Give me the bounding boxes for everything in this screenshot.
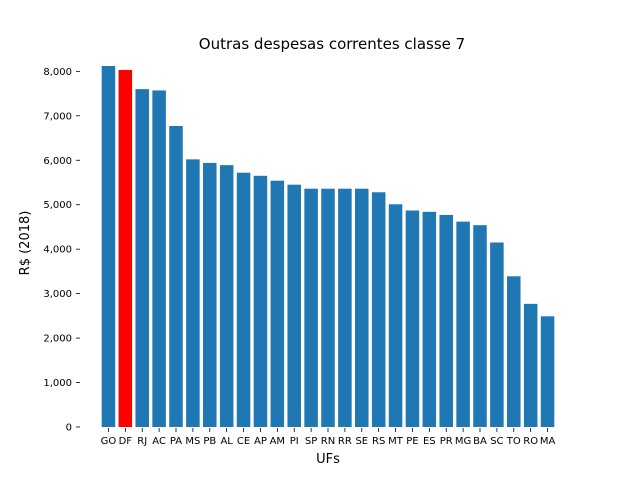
bar-sc [490, 242, 504, 427]
x-tick-label: RR [338, 436, 352, 447]
y-tick-label: 8,000 [43, 67, 72, 78]
y-tick-label: 1,000 [43, 378, 72, 389]
x-tick-label: PR [440, 436, 453, 447]
x-tick-label: SP [305, 436, 317, 447]
bar-ms [186, 159, 200, 427]
x-tick-label: RO [523, 436, 538, 447]
bar-rr [338, 188, 352, 427]
y-tick-label: 4,000 [43, 245, 72, 256]
x-tick-label: GO [101, 436, 117, 447]
y-tick-label: 7,000 [43, 111, 72, 122]
bar-mg [456, 221, 470, 427]
x-tick-label: RJ [137, 436, 147, 447]
x-tick-label: DF [119, 436, 133, 447]
y-axis: 0 1,000 2,000 3,000 4,000 5,000 6,000 7,000 8,00… [43, 67, 80, 434]
x-tick-label: AC [152, 436, 166, 447]
x-tick-label: MT [388, 436, 404, 447]
y-axis-label: R$ (2018) [18, 211, 33, 276]
x-tick-label: CE [237, 436, 250, 447]
y-tick-label: 2,000 [43, 334, 72, 345]
bar-ma [540, 316, 555, 427]
bar-rs [371, 192, 386, 427]
bar-se [355, 188, 369, 427]
bar-pa [169, 126, 183, 428]
x-tick-label: RN [321, 436, 335, 447]
bar-rn [321, 188, 335, 427]
bar-df [118, 70, 133, 428]
bar-am [270, 180, 285, 427]
x-axis-label: UFs [316, 452, 340, 467]
x-tick-label: AM [270, 436, 285, 447]
x-tick-label: MA [540, 436, 556, 447]
y-tick-label: 6,000 [43, 156, 72, 167]
y-tick-label: 5,000 [43, 200, 72, 211]
x-tick-label: TO [506, 436, 521, 447]
bar-ce [236, 172, 251, 427]
chart-title: Outras despesas correntes classe 7 [199, 35, 465, 53]
bar-go [101, 66, 116, 427]
x-tick-label: AL [220, 436, 233, 447]
bar-to [507, 276, 521, 427]
x-tick-label: PI [290, 436, 299, 447]
bars [101, 66, 555, 428]
x-tick-label: ES [423, 436, 436, 447]
bar-sp [304, 188, 318, 427]
x-tick-label: RS [372, 436, 385, 447]
y-tick-label: 0 [66, 423, 72, 434]
bar-pr [439, 214, 453, 427]
x-tick-label: BA [473, 436, 487, 447]
x-tick-label: PA [170, 436, 182, 447]
bar-pb [203, 162, 217, 428]
x-tick-label: PB [203, 436, 216, 447]
x-tick-label: MS [185, 436, 200, 447]
bar-es [422, 211, 437, 427]
y-tick-label: 3,000 [43, 289, 72, 300]
x-tick-label: SC [490, 436, 503, 447]
bar-mt [388, 204, 403, 427]
bar-ba [473, 225, 487, 427]
x-tick-label: MG [455, 436, 471, 447]
x-tick-label: SE [355, 436, 368, 447]
x-tick-label: PE [406, 436, 418, 447]
bar-al [219, 165, 234, 427]
bar-ac [152, 90, 166, 427]
bar-ap [253, 175, 268, 427]
x-tick-label: AP [254, 436, 267, 447]
x-axis: GO DF RJ AC PA MS PB AL CE AP AM PI SP RN RR SE RS MT PE ES… [101, 428, 556, 447]
bar-ro [523, 303, 538, 427]
bar-pe [405, 210, 420, 427]
bar-pi [287, 184, 301, 427]
bar-rj [135, 89, 149, 427]
